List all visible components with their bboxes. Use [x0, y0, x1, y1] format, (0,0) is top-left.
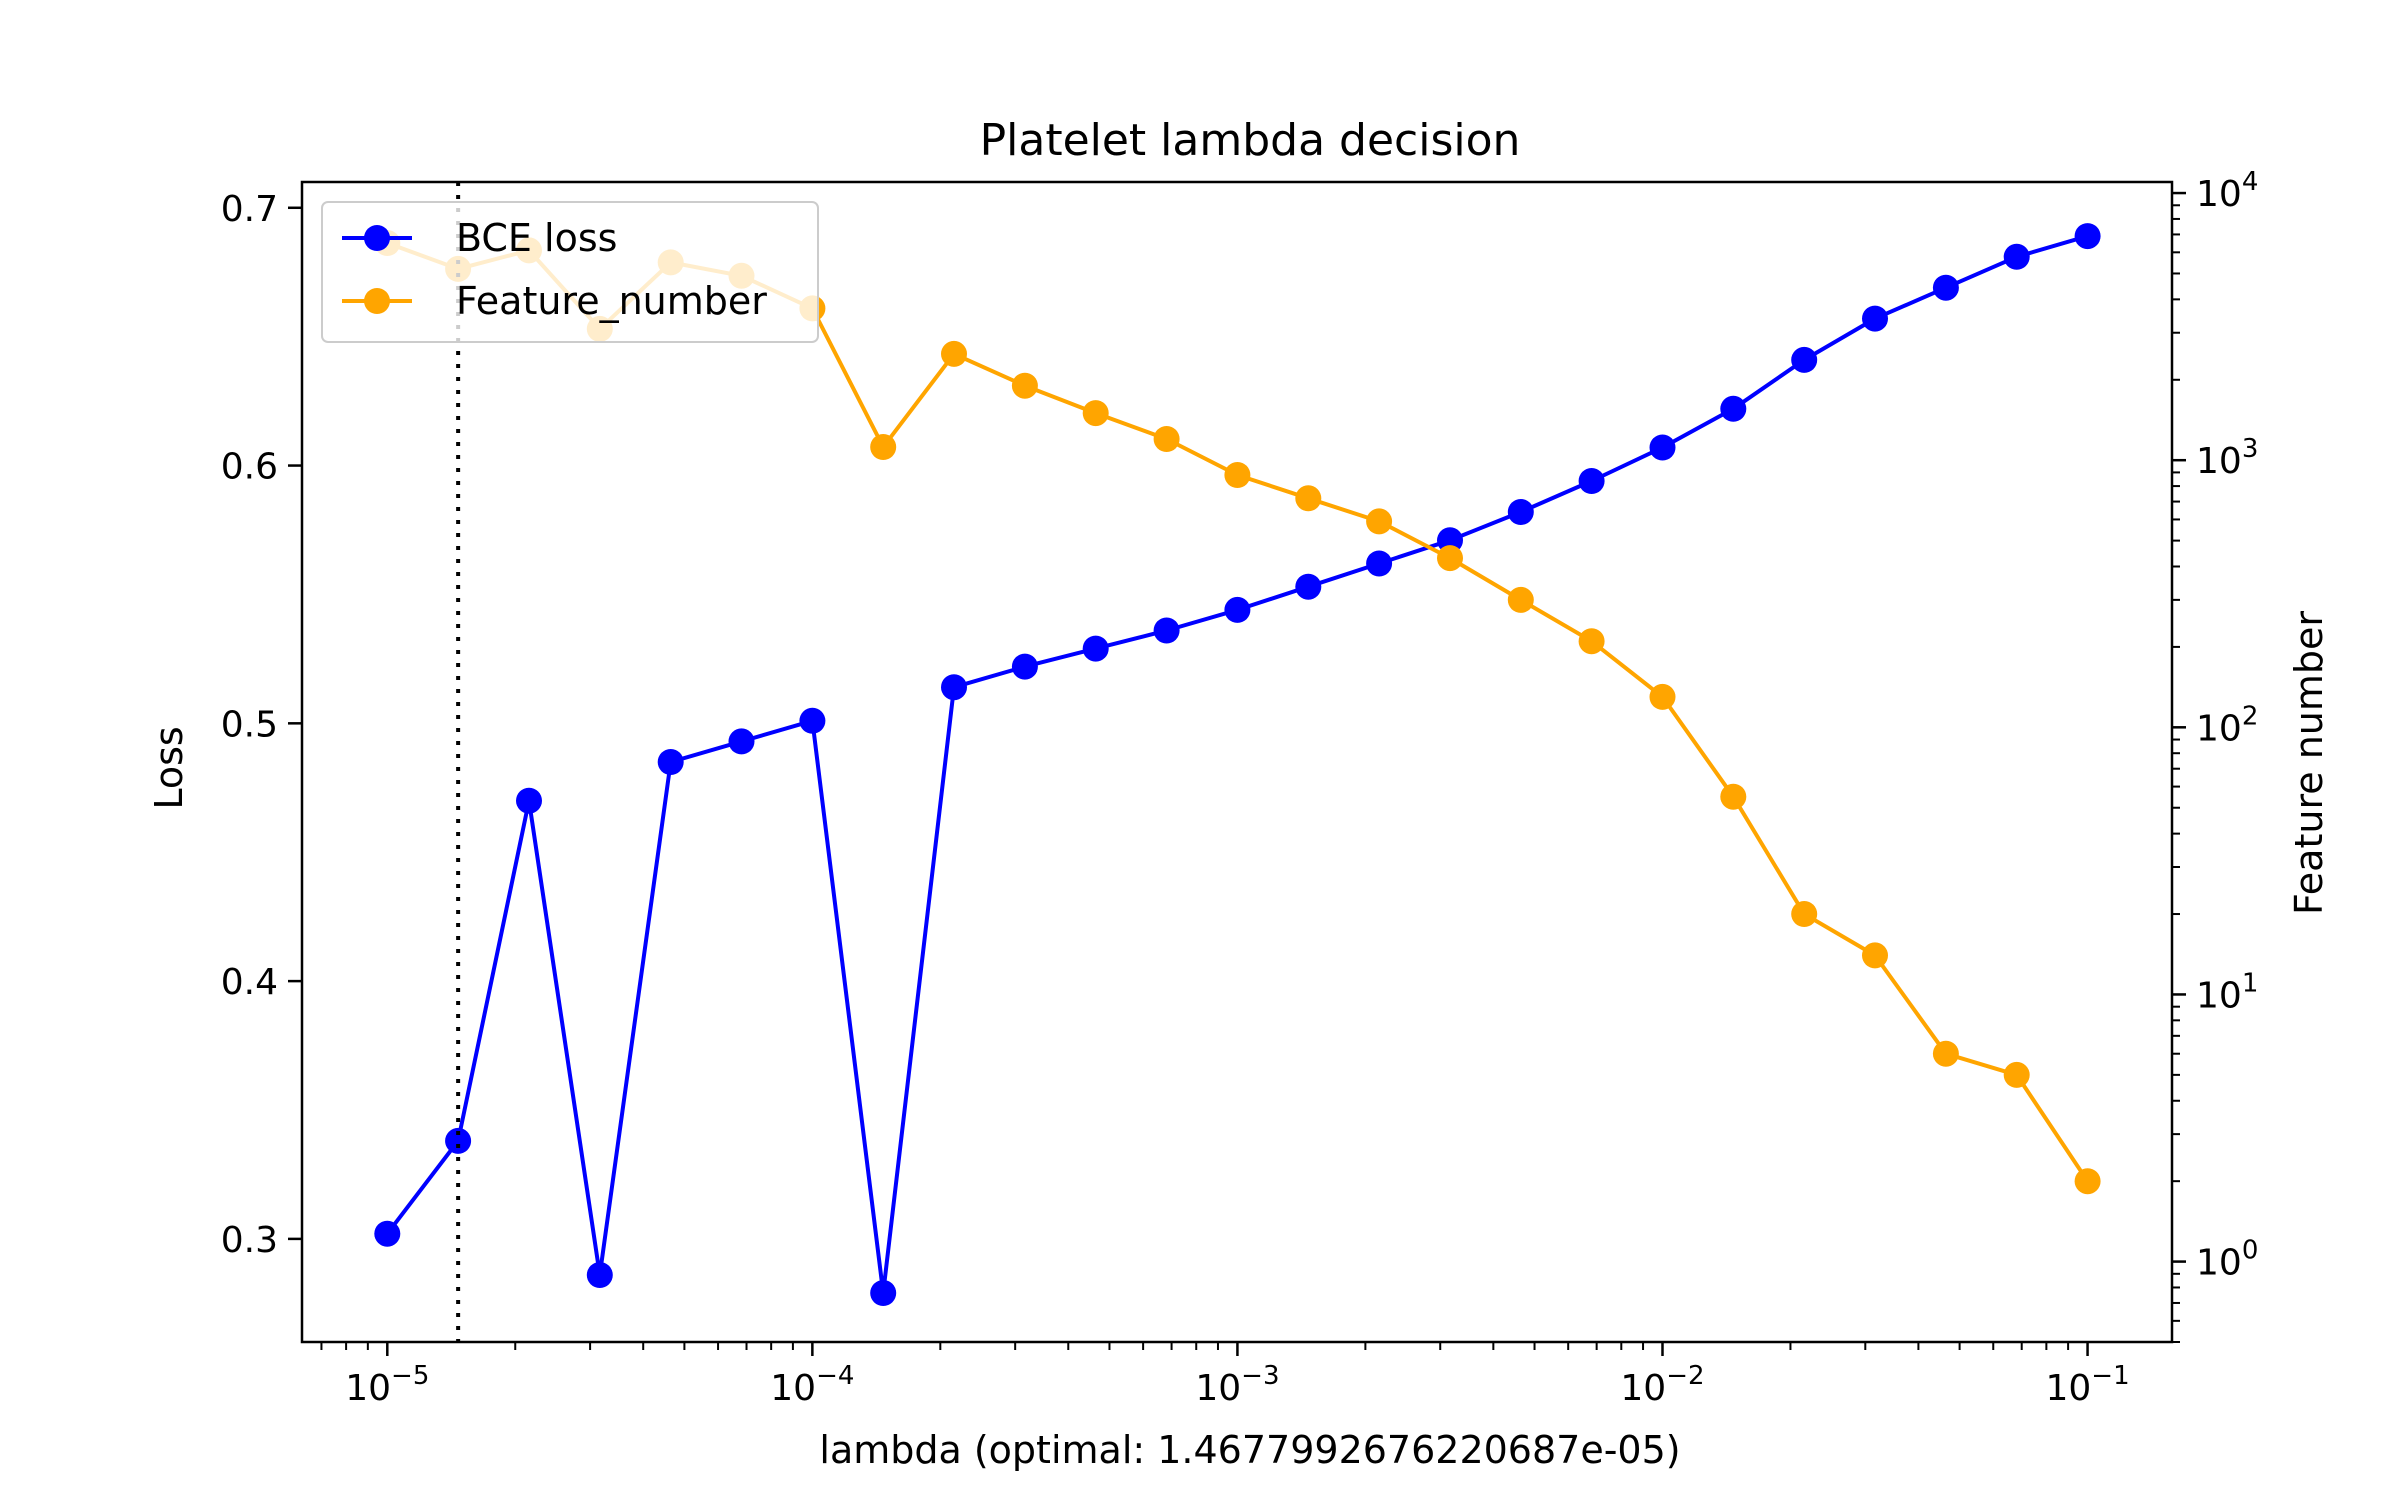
- x-axis-label: lambda (optimal: 1.4677992676220687e-05): [819, 1428, 1680, 1472]
- data-point-bce-loss: [1437, 527, 1463, 554]
- data-point-feature-number: [2003, 1061, 2030, 1088]
- data-point-feature-number: [2074, 1168, 2101, 1195]
- legend-entry-feature-number: Feature_number: [342, 279, 767, 323]
- y2-tick-label: 102: [2196, 701, 2258, 749]
- y2-tick-label: 103: [2196, 434, 2258, 482]
- y-axis-label: Loss: [147, 726, 191, 809]
- legend-swatch-marker: [364, 288, 390, 314]
- y2-tick-label: 104: [2196, 167, 2258, 215]
- data-point-feature-number: [1153, 426, 1180, 452]
- y-tick-label: 0.7: [221, 189, 278, 230]
- data-point-bce-loss: [2074, 223, 2101, 250]
- data-point-bce-loss: [728, 728, 755, 755]
- data-point-bce-loss: [1862, 305, 1888, 332]
- legend-box: [321, 201, 819, 343]
- data-point-feature-number: [1791, 901, 1818, 927]
- data-point-bce-loss: [2003, 243, 2030, 270]
- legend-entry-bce-loss: BCE loss: [342, 216, 617, 260]
- y2-axis-label: Feature number: [2287, 611, 2331, 915]
- data-point-feature-number: [1295, 485, 1322, 512]
- data-point-feature-number: [870, 434, 897, 460]
- y-tick-label: 0.4: [221, 962, 278, 1003]
- y2-tick-label: 100: [2196, 1236, 2258, 1284]
- data-point-bce-loss: [941, 674, 967, 701]
- y-tick-label: 0.5: [221, 704, 278, 745]
- y-tick-label: 0.6: [221, 447, 278, 488]
- data-point-feature-number: [1011, 372, 1038, 399]
- data-point-bce-loss: [1082, 635, 1109, 662]
- data-point-bce-loss: [516, 787, 542, 814]
- x-tick-label: 10−2: [1620, 1361, 1704, 1409]
- data-point-bce-loss: [586, 1262, 613, 1288]
- legend-label: Feature_number: [456, 279, 767, 323]
- data-point-bce-loss: [374, 1220, 401, 1247]
- x-tick-label: 10−4: [770, 1361, 854, 1409]
- series-bce-loss: [374, 223, 2101, 1306]
- data-point-bce-loss: [1720, 395, 1747, 422]
- data-point-feature-number: [1649, 683, 1676, 710]
- data-point-bce-loss: [1366, 550, 1393, 577]
- data-point-feature-number: [1224, 462, 1251, 488]
- legend-swatch-marker: [364, 225, 390, 251]
- chart-title: Platelet lambda decision: [980, 115, 1521, 166]
- x-tick-label: 10−3: [1195, 1361, 1279, 1409]
- x-tick-label: 10−1: [2045, 1361, 2129, 1409]
- x-tick-label: 10−5: [345, 1361, 429, 1409]
- data-point-bce-loss: [1578, 468, 1605, 494]
- data-point-feature-number: [1720, 783, 1747, 810]
- legend-label: BCE loss: [456, 216, 617, 260]
- data-point-feature-number: [1437, 545, 1463, 572]
- data-point-bce-loss: [1791, 346, 1818, 373]
- data-point-feature-number: [941, 340, 967, 367]
- data-point-bce-loss: [1932, 274, 1959, 301]
- data-point-bce-loss: [445, 1127, 472, 1154]
- data-point-bce-loss: [1649, 434, 1676, 461]
- data-point-bce-loss: [1153, 617, 1180, 644]
- data-point-bce-loss: [1507, 499, 1534, 525]
- data-point-bce-loss: [799, 707, 826, 734]
- data-point-bce-loss: [1295, 573, 1322, 600]
- data-point-feature-number: [1082, 400, 1109, 427]
- data-point-bce-loss: [1011, 653, 1038, 680]
- axes: 10−5 10−4 10−3 10−2 10−1 0.3 0.4 0.5 0.6 0.7 100 10…: [221, 167, 2259, 1409]
- y2-tick-label: 101: [2196, 968, 2258, 1016]
- data-point-bce-loss: [870, 1280, 897, 1306]
- legend: BCE loss Feature_number: [321, 201, 819, 343]
- data-point-feature-number: [1578, 628, 1605, 655]
- y-tick-label: 0.3: [221, 1220, 278, 1261]
- data-point-feature-number: [1932, 1040, 1959, 1067]
- data-point-bce-loss: [1224, 596, 1251, 623]
- data-point-bce-loss: [657, 749, 684, 775]
- data-point-feature-number: [1862, 942, 1888, 969]
- data-point-feature-number: [1366, 508, 1393, 535]
- data-point-feature-number: [1507, 586, 1534, 613]
